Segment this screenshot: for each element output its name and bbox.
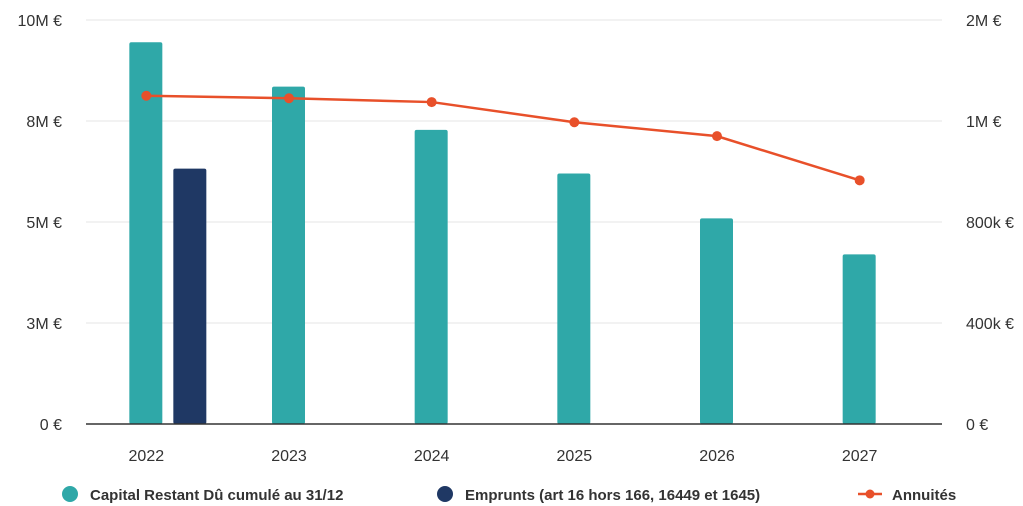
annuites-point: [854, 175, 865, 186]
right-axis: 0 € 400k € 800k € 1M € 2M €: [966, 13, 1014, 434]
left-tick-label: 5M €: [26, 215, 62, 232]
annuites-point: [426, 97, 437, 108]
bar-capital-restant-du: [557, 173, 591, 424]
left-tick-label: 3M €: [26, 316, 62, 333]
legend-dot-marker: [62, 486, 78, 502]
bars: [129, 42, 876, 424]
annuites-point: [712, 131, 722, 142]
x-tick-label: 2024: [414, 448, 450, 465]
legend-label: Emprunts (art 16 hors 166, 16449 et 1645…: [465, 487, 760, 504]
x-tick-label: 2026: [699, 448, 735, 465]
left-axis: 0 € 3M € 5M € 8M € 10M €: [18, 13, 63, 434]
right-tick-label: 400k €: [966, 316, 1014, 333]
x-tick-label: 2025: [557, 448, 593, 465]
annuites-line-path: [146, 94, 861, 182]
left-tick-label: 0 €: [40, 417, 62, 434]
right-tick-label: 2M €: [966, 13, 1002, 30]
legend-label: Capital Restant Dû cumulé au 31/12: [90, 487, 343, 504]
right-tick-label: 1M €: [966, 114, 1002, 131]
bar-capital-restant-du: [414, 129, 448, 424]
bar-capital-restant-du: [129, 42, 163, 424]
annuites-point: [284, 93, 294, 104]
right-tick-label: 800k €: [966, 215, 1014, 232]
x-tick-label: 2023: [271, 448, 307, 465]
legend-point-marker: [865, 489, 875, 499]
annuites-point: [141, 90, 152, 101]
x-axis: 2022 2023 2024 2025 2026 2027: [129, 448, 878, 465]
left-tick-label: 8M €: [26, 114, 62, 131]
bar-emprunts: [173, 168, 207, 424]
left-tick-label: 10M €: [18, 13, 63, 30]
annuites-line: [141, 90, 865, 186]
legend: Capital Restant Dû cumulé au 31/12 Emprun…: [62, 486, 956, 504]
bar-capital-restant-du: [842, 254, 876, 424]
bar-capital-restant-du: [272, 86, 305, 424]
legend-dot-marker: [437, 486, 453, 502]
x-tick-label: 2027: [842, 448, 878, 465]
annuites-point: [569, 117, 580, 128]
x-tick-label: 2022: [129, 448, 165, 465]
bar-capital-restant-du: [700, 218, 733, 424]
gridlines: [86, 19, 942, 324]
legend-label: Annuités: [892, 487, 956, 504]
right-tick-label: 0 €: [966, 417, 988, 434]
